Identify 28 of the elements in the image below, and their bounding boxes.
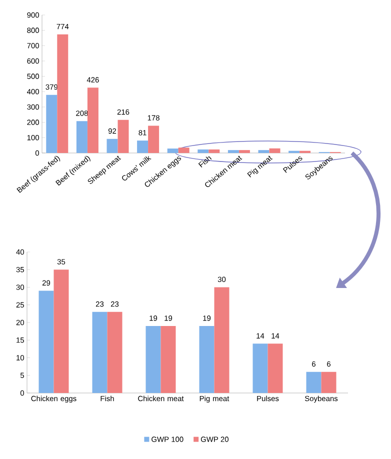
- bar: [118, 120, 129, 153]
- bar: [268, 344, 283, 393]
- bar: [269, 148, 280, 153]
- bar: [148, 126, 160, 153]
- bar: [107, 312, 122, 393]
- bar: [76, 121, 88, 153]
- bar: [258, 150, 270, 153]
- bar: [146, 326, 161, 393]
- bar: [208, 149, 220, 153]
- bar: [228, 150, 239, 153]
- bar: [57, 34, 68, 153]
- bar: [54, 270, 69, 393]
- bar: [252, 344, 268, 393]
- bar: [92, 312, 108, 393]
- bar: [106, 138, 118, 153]
- bar: [137, 140, 148, 153]
- bar: [160, 326, 176, 393]
- bar: [198, 149, 209, 153]
- bar: [46, 94, 58, 153]
- bar: [199, 326, 214, 393]
- bar: [87, 88, 98, 153]
- bar: [167, 148, 178, 153]
- bar: [306, 372, 322, 393]
- bar: [321, 372, 336, 393]
- bar: [178, 148, 190, 153]
- bar: [214, 287, 230, 393]
- bar: [38, 290, 54, 393]
- bar: [238, 150, 250, 153]
